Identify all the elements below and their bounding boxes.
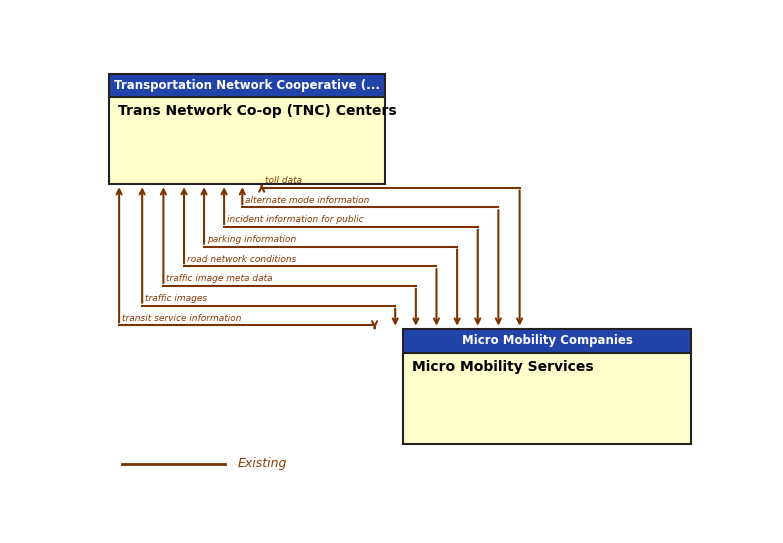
Bar: [109, 73, 385, 184]
Text: Trans Network Co-op (TNC) Centers: Trans Network Co-op (TNC) Centers: [118, 104, 396, 118]
Text: alternate mode information: alternate mode information: [245, 196, 370, 205]
Text: incident information for public: incident information for public: [227, 216, 364, 224]
Text: Transportation Network Cooperative (...: Transportation Network Cooperative (...: [114, 79, 380, 92]
Text: traffic image meta data: traffic image meta data: [167, 274, 273, 283]
Text: Existing: Existing: [237, 457, 287, 470]
Text: road network conditions: road network conditions: [187, 255, 297, 264]
Text: Micro Mobility Services: Micro Mobility Services: [412, 359, 594, 374]
Bar: [109, 97, 385, 184]
Text: traffic images: traffic images: [145, 294, 207, 303]
Bar: [403, 353, 691, 444]
Text: parking information: parking information: [207, 235, 296, 244]
Text: toll data: toll data: [265, 176, 302, 185]
Text: Micro Mobility Companies: Micro Mobility Companies: [462, 334, 633, 348]
Text: transit service information: transit service information: [122, 314, 242, 323]
Bar: [403, 329, 691, 353]
Bar: [403, 329, 691, 444]
Bar: [109, 73, 385, 97]
